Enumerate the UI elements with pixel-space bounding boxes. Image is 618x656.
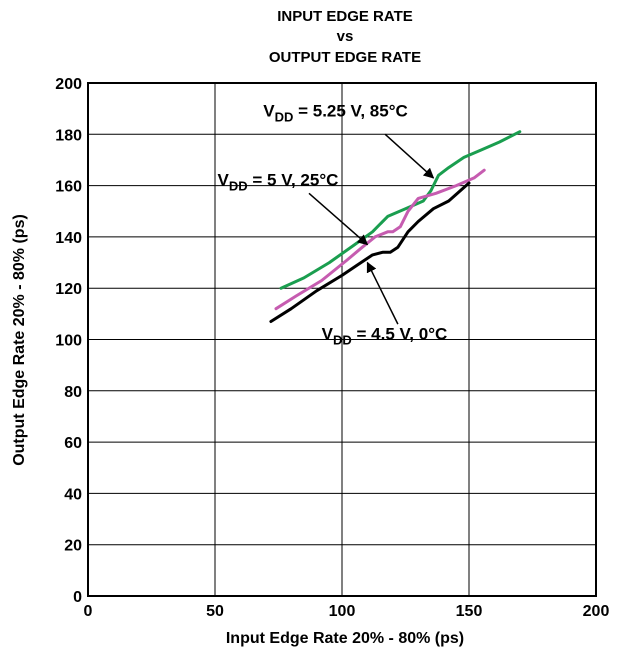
plot-frame: [87, 82, 597, 597]
y-tick-label-5: 100: [55, 333, 82, 350]
x-axis-label: Input Edge Rate 20% - 80% (ps): [226, 630, 464, 647]
grid: [88, 83, 596, 596]
y-axis-ticks: 0 20 40 60 80 100 120 140 160 180 200: [55, 76, 82, 606]
annotation-label-0: VDD = 5.25 V, 85°C: [263, 101, 408, 124]
x-axis-ticks: 0 50 100 150 200: [84, 603, 610, 620]
series-line-vdd-45-0c: [269, 181, 471, 323]
y-tick-label-2: 40: [64, 486, 82, 503]
x-tick-label-4: 200: [583, 603, 610, 620]
y-tick-label-7: 140: [55, 230, 82, 247]
x-tick-label-0: 0: [84, 603, 93, 620]
chart-title-line-2: vs: [337, 28, 354, 45]
annotation-arrow-2: [366, 261, 399, 325]
y-tick-label-3: 60: [64, 435, 82, 452]
annotation-arrow-0: [384, 133, 435, 179]
chart-title-line-3: OUTPUT EDGE RATE: [269, 49, 421, 66]
y-tick-label-8: 160: [55, 179, 82, 196]
y-tick-label-4: 80: [64, 384, 82, 401]
series-line-vdd-5-25c: [274, 168, 486, 311]
y-axis-label: Output Edge Rate 20% - 80% (ps): [11, 214, 28, 466]
annotations: VDD = 5.25 V, 85°C VDD = 5 V, 25°C VDD = 4…: [218, 101, 448, 347]
x-tick-label-3: 150: [456, 603, 483, 620]
series-line-vdd-525-85c: [279, 130, 522, 290]
y-tick-label-9: 180: [55, 127, 82, 144]
y-tick-label-6: 120: [55, 281, 82, 298]
x-tick-label-2: 100: [329, 603, 356, 620]
y-tick-label-10: 200: [55, 76, 82, 93]
y-tick-label-0: 0: [73, 589, 82, 606]
annotation-label-2: VDD = 4.5 V, 0°C: [322, 325, 448, 348]
y-tick-label-1: 20: [64, 538, 82, 555]
annotation-label-1: VDD = 5 V, 25°C: [218, 171, 339, 194]
chart-title-line-1: INPUT EDGE RATE: [277, 8, 413, 25]
x-tick-label-1: 50: [206, 603, 224, 620]
annotation-arrow-1: [308, 192, 369, 246]
chart-title: INPUT EDGE RATE vs OUTPUT EDGE RATE: [269, 8, 421, 66]
series-lines: [269, 130, 522, 323]
